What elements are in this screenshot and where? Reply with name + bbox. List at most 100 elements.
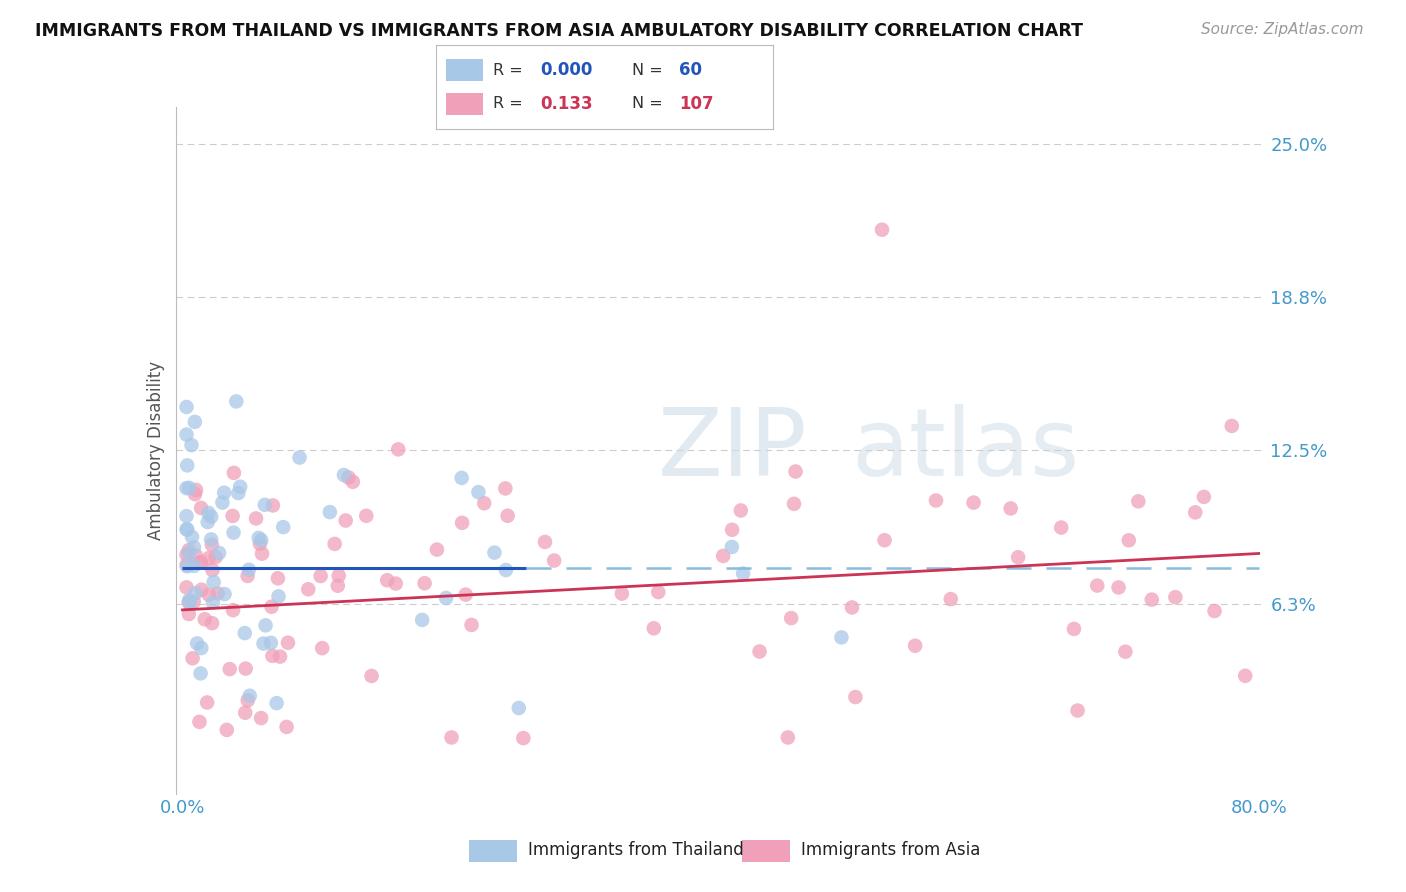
Point	[176, 509, 198, 524]
Point	[176, 427, 198, 442]
Point	[201, 563, 224, 577]
Text: ZIP: ZIP	[658, 404, 807, 497]
Point	[1066, 704, 1088, 718]
Point	[543, 553, 565, 567]
Point	[1114, 645, 1136, 659]
Point	[190, 555, 212, 569]
Point	[250, 533, 273, 548]
Point	[1234, 669, 1257, 683]
Point	[249, 537, 271, 551]
Point	[201, 538, 224, 552]
Text: Source: ZipAtlas.com: Source: ZipAtlas.com	[1201, 22, 1364, 37]
Point	[337, 470, 360, 484]
Point	[190, 582, 212, 597]
Bar	[470, 840, 517, 862]
Text: atlas: atlas	[852, 404, 1080, 497]
Point	[207, 586, 229, 600]
Point	[239, 689, 262, 703]
Point	[484, 546, 506, 560]
Point	[1184, 505, 1206, 519]
Point	[262, 499, 284, 513]
Point	[229, 480, 252, 494]
Point	[610, 586, 633, 600]
Point	[198, 588, 221, 602]
Point	[188, 714, 211, 729]
Point	[190, 556, 212, 570]
Point	[176, 558, 198, 573]
Point	[176, 458, 198, 473]
Point	[328, 568, 350, 582]
Point	[271, 520, 294, 534]
Point	[233, 706, 256, 720]
Point	[496, 508, 519, 523]
Point	[180, 438, 202, 452]
Point	[411, 613, 433, 627]
Point	[177, 595, 200, 609]
Point	[1063, 622, 1085, 636]
Point	[222, 525, 245, 540]
Point	[183, 558, 205, 573]
Point	[451, 516, 474, 530]
Point	[1085, 578, 1108, 592]
Point	[323, 537, 346, 551]
Point	[195, 696, 218, 710]
Text: 107: 107	[679, 95, 713, 113]
Point	[731, 566, 754, 581]
Point	[904, 639, 927, 653]
Point	[495, 563, 517, 577]
Point	[222, 603, 245, 617]
Point	[326, 579, 349, 593]
Point	[309, 569, 332, 583]
Point	[176, 559, 198, 574]
Point	[245, 511, 267, 525]
Point	[250, 547, 273, 561]
Point	[190, 640, 212, 655]
Point	[252, 636, 274, 650]
Point	[208, 546, 231, 560]
Point	[184, 549, 207, 563]
Point	[1220, 418, 1243, 433]
Point	[235, 662, 257, 676]
Text: R =: R =	[494, 62, 529, 78]
Point	[183, 541, 205, 555]
Point	[181, 651, 204, 665]
Point	[748, 644, 770, 658]
Point	[319, 505, 342, 519]
Point	[190, 666, 212, 681]
Point	[197, 506, 219, 520]
Point	[184, 586, 207, 600]
Point	[177, 607, 200, 621]
Point	[721, 523, 744, 537]
Point	[413, 576, 436, 591]
Point	[222, 466, 245, 480]
Text: N =: N =	[631, 96, 668, 112]
Point	[776, 731, 799, 745]
Point	[1128, 494, 1150, 508]
Point	[939, 592, 962, 607]
Point	[873, 533, 896, 548]
Point	[1118, 533, 1140, 548]
Point	[176, 481, 198, 495]
Point	[260, 599, 283, 614]
Point	[236, 569, 259, 583]
Point	[253, 498, 276, 512]
Point	[260, 636, 283, 650]
Point	[179, 593, 201, 607]
Point	[384, 576, 406, 591]
Point	[184, 415, 207, 429]
Point	[177, 547, 200, 561]
Point	[267, 571, 290, 585]
Point	[176, 548, 198, 562]
Point	[1000, 501, 1022, 516]
Point	[297, 582, 319, 597]
Point	[176, 400, 198, 414]
Point	[262, 648, 284, 663]
Point	[202, 575, 225, 590]
Point	[176, 580, 198, 594]
Point	[730, 503, 752, 517]
Point	[269, 649, 291, 664]
Point	[494, 482, 516, 496]
Point	[1108, 581, 1130, 595]
Point	[198, 551, 221, 566]
Point	[214, 587, 236, 601]
